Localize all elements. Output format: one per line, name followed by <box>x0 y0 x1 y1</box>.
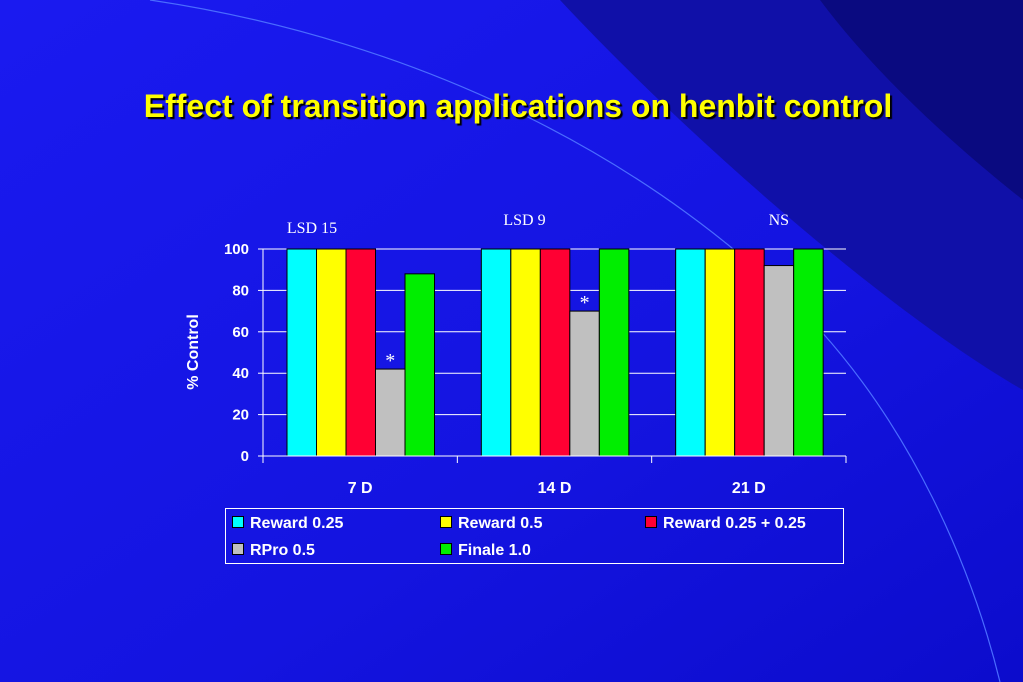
legend-swatch <box>440 516 452 528</box>
legend-label: Finale 1.0 <box>458 542 531 559</box>
legend-item: RPro 0.5 <box>232 542 315 560</box>
bar <box>286 248 317 457</box>
y-tick-label: 0 <box>241 448 249 465</box>
legend-swatch <box>440 543 452 555</box>
legend-item: Reward 0.25 + 0.25 <box>645 515 806 533</box>
legend-swatch <box>232 543 244 555</box>
lsd-annotation: LSD 9 <box>503 212 545 229</box>
legend-item: Reward 0.5 <box>440 515 542 533</box>
y-tick-label: 20 <box>232 407 249 424</box>
bar <box>404 273 435 457</box>
lsd-annotation: LSD 15 <box>287 220 337 237</box>
significance-asterisk: * <box>385 350 395 372</box>
y-axis-title: % Control <box>185 314 202 390</box>
y-tick-label: 40 <box>232 365 249 382</box>
bar <box>539 248 571 457</box>
legend-item: Reward 0.25 <box>232 515 343 533</box>
chart-legend: Reward 0.25 Reward 0.5 Reward 0.25 + 0.25 R… <box>225 508 844 564</box>
chart-axes <box>258 248 847 463</box>
legend-swatch <box>645 516 657 528</box>
legend-label: Reward 0.25 + 0.25 <box>663 515 806 532</box>
bar <box>793 248 824 457</box>
y-tick-label: 60 <box>232 324 249 341</box>
bar <box>675 248 706 457</box>
legend-label: Reward 0.25 <box>250 515 344 532</box>
bar <box>345 248 376 457</box>
bar <box>734 248 765 457</box>
legend-label: RPro 0.5 <box>250 542 315 559</box>
dark-corner <box>820 0 1023 200</box>
bar <box>375 368 406 457</box>
significance-asterisk: * <box>580 292 590 314</box>
legend-label: Reward 0.5 <box>458 515 543 532</box>
slide-title: Effect of transition applications on hen… <box>143 88 893 124</box>
bar <box>480 248 512 457</box>
x-tick-label: 21 D <box>732 480 766 497</box>
x-tick-label: 14 D <box>538 480 572 497</box>
chart-labels: 0 20 40 60 80 100 7 D 14 D 21 D LSD 15 LSD 9 NS * * <box>224 212 789 497</box>
y-tick-label: 80 <box>232 282 249 299</box>
chart-bars <box>286 248 824 457</box>
bar <box>598 248 630 457</box>
bar <box>316 248 347 457</box>
bar <box>763 265 795 457</box>
bar <box>510 248 541 457</box>
legend-swatch <box>232 516 244 528</box>
bar <box>704 248 736 457</box>
x-tick-label: 7 D <box>348 480 373 497</box>
bar <box>569 310 600 457</box>
lsd-annotation: NS <box>769 212 789 229</box>
y-tick-label: 100 <box>224 241 249 258</box>
legend-item: Finale 1.0 <box>440 542 531 560</box>
